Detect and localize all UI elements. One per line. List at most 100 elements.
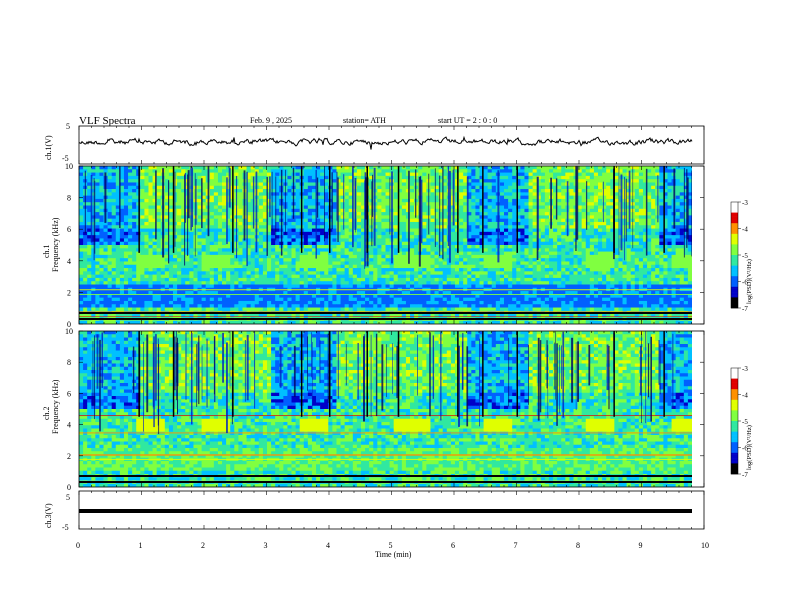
spec-cell <box>344 241 350 246</box>
spec-cell <box>193 179 198 183</box>
spec-cell <box>659 166 664 170</box>
spec-cell <box>197 169 202 173</box>
spec-cell <box>663 215 668 220</box>
spec-cell <box>589 254 595 259</box>
spec-cell <box>197 271 202 276</box>
spec-cell <box>144 251 149 256</box>
spec-cell <box>287 175 292 180</box>
spec-cell <box>213 208 219 213</box>
spec-cell <box>156 175 162 180</box>
spec-cell <box>87 198 92 203</box>
spec-cell <box>593 231 599 236</box>
spec-cell <box>483 254 489 259</box>
spec-cell <box>634 192 640 197</box>
spec-cell <box>499 258 505 262</box>
spec-cell <box>275 245 280 249</box>
spec-cell <box>168 225 174 229</box>
spec-cell <box>471 231 476 236</box>
spec-cell <box>544 202 550 206</box>
spec-cell <box>328 175 333 180</box>
spec-cell <box>128 264 133 269</box>
spec-cell <box>442 235 448 239</box>
spec-cell <box>450 254 456 259</box>
spec-cell <box>589 202 595 206</box>
spec-cell <box>123 238 129 243</box>
spec-cell <box>238 264 243 269</box>
spec-cell <box>156 166 162 170</box>
spec-cell <box>340 212 346 216</box>
spec-cell <box>553 169 558 173</box>
spec-cell <box>442 221 448 226</box>
spec-cell <box>642 241 648 246</box>
spec-cell <box>508 268 513 272</box>
spec-cell <box>430 195 435 200</box>
spec-cell <box>647 182 652 187</box>
spec-cell <box>516 245 521 249</box>
spec-cell <box>561 245 566 249</box>
spec-cell <box>638 251 644 256</box>
spec-cell <box>438 218 444 223</box>
spec-cell <box>683 185 689 190</box>
spec-cell <box>201 198 207 203</box>
spec-cell <box>123 175 129 180</box>
spec-cell <box>144 189 149 193</box>
spec-cell <box>79 235 84 239</box>
spec-cell <box>540 245 546 249</box>
spec-cell <box>99 169 104 173</box>
spec-cell <box>438 254 444 259</box>
spec-cell <box>569 231 574 236</box>
spec-cell <box>475 182 480 187</box>
spec-cell <box>177 248 182 252</box>
spec-cell <box>381 235 386 239</box>
spec-cell <box>95 205 100 210</box>
spec-cell <box>438 169 444 173</box>
spec-cell <box>593 238 599 243</box>
spec-cell <box>634 169 640 173</box>
spec-cell <box>540 175 546 180</box>
spec-cell <box>238 212 243 216</box>
spec-cell <box>589 238 595 243</box>
spec-cell <box>91 202 96 206</box>
spec-cell <box>148 179 153 183</box>
spec-cell <box>213 248 219 252</box>
spec-cell <box>454 261 460 266</box>
spec-cell <box>581 208 587 213</box>
spec-cell <box>111 238 117 243</box>
spec-cell <box>250 182 256 187</box>
spec-cell <box>328 245 333 249</box>
spec-cell <box>197 258 202 262</box>
spec-cell <box>557 166 562 170</box>
spec-cell <box>438 241 444 246</box>
spec-cell <box>360 166 366 170</box>
spec-cell <box>585 251 591 256</box>
spec-cell <box>561 185 566 190</box>
spec-cell <box>111 192 117 197</box>
spec-cell <box>471 202 476 206</box>
spec-cell <box>528 228 534 233</box>
spec-cell <box>209 251 215 256</box>
spec-cell <box>585 212 591 216</box>
spec-cell <box>544 179 550 183</box>
spec-cell <box>577 172 583 177</box>
spec-cell <box>83 248 88 252</box>
spec-cell <box>606 241 611 246</box>
spec-cell <box>168 189 174 193</box>
spec-cell <box>410 182 415 187</box>
spec-cell <box>459 245 464 249</box>
spec-cell <box>316 175 321 180</box>
spec-cell <box>532 202 538 206</box>
spec-cell <box>414 202 419 206</box>
spec-cell <box>659 268 664 272</box>
spec-cell <box>581 228 587 233</box>
spec-cell <box>279 166 284 170</box>
spec-cell <box>360 212 366 216</box>
spec-cell <box>438 245 444 249</box>
spec-cell <box>544 241 550 246</box>
spec-cell <box>119 185 125 190</box>
spec-cell <box>230 264 235 269</box>
spec-cell <box>250 175 256 180</box>
spec-cell <box>606 185 611 190</box>
spec-cell <box>275 251 280 256</box>
spec-cell <box>250 221 256 226</box>
spec-cell <box>687 189 693 193</box>
